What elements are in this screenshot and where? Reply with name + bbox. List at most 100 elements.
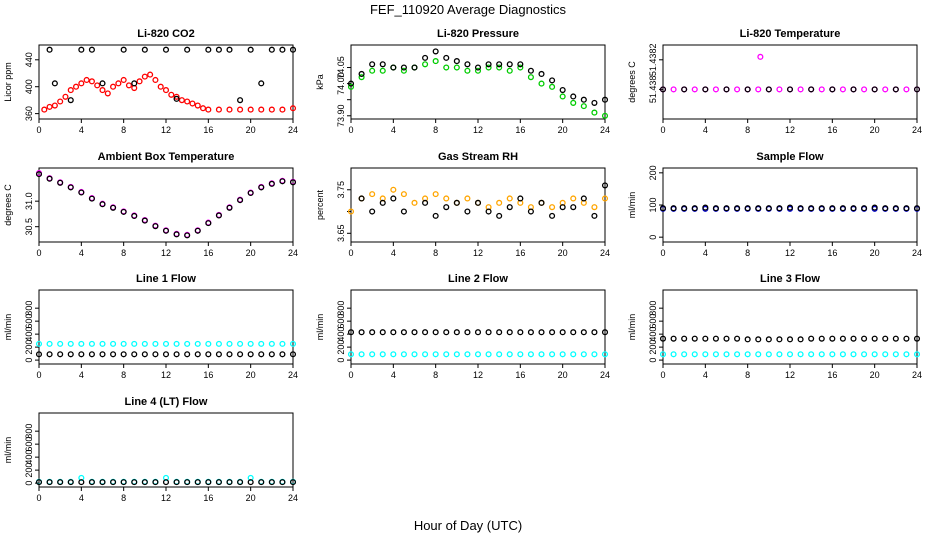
y-tick-label: 74.00 bbox=[336, 72, 346, 95]
series-1 bbox=[347, 351, 609, 358]
data-point bbox=[712, 205, 719, 212]
data-point bbox=[786, 336, 794, 343]
data-point bbox=[141, 351, 148, 358]
y-axis-label: ml/min bbox=[315, 314, 325, 341]
data-point bbox=[538, 329, 545, 336]
data-point bbox=[162, 340, 170, 347]
data-point bbox=[205, 46, 212, 53]
data-point bbox=[152, 340, 159, 347]
panel-1: Li-820 CO2 0 4 8 12 16 20 24 360 400 440 Licor ppm bbox=[3, 28, 298, 135]
data-point bbox=[882, 335, 889, 342]
data-point bbox=[400, 351, 407, 358]
x-tick-label: 20 bbox=[558, 125, 568, 135]
data-point bbox=[379, 351, 386, 358]
data-point bbox=[184, 340, 191, 347]
data-point bbox=[173, 340, 180, 347]
data-point bbox=[797, 336, 804, 343]
data-point bbox=[194, 351, 201, 358]
data-point bbox=[453, 64, 460, 71]
data-point bbox=[432, 212, 439, 219]
data-point bbox=[120, 340, 127, 347]
y-tick-label: 600 bbox=[24, 314, 34, 329]
data-point bbox=[892, 205, 899, 212]
x-tick-label: 0 bbox=[348, 248, 353, 258]
x-tick-label: 8 bbox=[121, 493, 126, 503]
y-axis-label: percent bbox=[315, 189, 325, 220]
data-point bbox=[226, 340, 233, 347]
data-point bbox=[46, 175, 53, 182]
data-point bbox=[215, 479, 222, 486]
data-point bbox=[549, 351, 556, 358]
data-point bbox=[517, 61, 524, 68]
data-point bbox=[453, 351, 460, 358]
panel-title: Gas Stream RH bbox=[438, 151, 518, 163]
data-point bbox=[400, 208, 407, 215]
data-point bbox=[268, 46, 275, 53]
data-point bbox=[517, 64, 524, 71]
data-point bbox=[247, 340, 254, 347]
data-point bbox=[162, 351, 170, 358]
data-point bbox=[173, 231, 180, 238]
data-point bbox=[903, 351, 910, 358]
data-point bbox=[99, 80, 106, 87]
series-2 bbox=[659, 204, 921, 212]
data-point bbox=[57, 98, 64, 105]
panel-6: Sample Flow 0 4 8 12 16 20 24 0 100 200 ml/min bbox=[627, 151, 922, 258]
data-point bbox=[347, 351, 355, 358]
data-point bbox=[913, 335, 921, 342]
data-point bbox=[839, 335, 846, 342]
data-point bbox=[559, 351, 566, 358]
data-point bbox=[41, 106, 48, 113]
data-point bbox=[808, 86, 815, 93]
data-point bbox=[443, 329, 450, 336]
data-point bbox=[157, 83, 164, 90]
data-point bbox=[882, 86, 889, 93]
series-1 bbox=[35, 170, 297, 238]
series-2 bbox=[659, 335, 921, 343]
y-tick-label: 600 bbox=[648, 314, 658, 329]
data-point bbox=[110, 83, 117, 90]
x-tick-label: 20 bbox=[870, 370, 880, 380]
data-point bbox=[818, 205, 825, 212]
data-point bbox=[474, 329, 482, 336]
data-point bbox=[268, 351, 275, 358]
data-point bbox=[570, 195, 577, 202]
data-point bbox=[765, 205, 772, 212]
data-point bbox=[279, 106, 286, 113]
x-tick-label: 4 bbox=[703, 370, 708, 380]
data-point bbox=[194, 102, 201, 109]
data-point bbox=[131, 479, 138, 486]
data-point bbox=[786, 351, 794, 358]
x-tick-label: 12 bbox=[785, 248, 795, 258]
data-point bbox=[871, 204, 878, 211]
x-tick-label: 12 bbox=[161, 125, 171, 135]
data-point bbox=[496, 329, 503, 336]
data-point bbox=[474, 67, 482, 74]
data-point bbox=[390, 64, 397, 71]
data-point bbox=[289, 46, 297, 53]
data-point bbox=[723, 205, 730, 212]
data-point bbox=[289, 340, 297, 347]
data-point bbox=[839, 351, 846, 358]
data-point bbox=[591, 212, 598, 219]
data-point bbox=[786, 204, 794, 211]
x-tick-label: 12 bbox=[473, 248, 483, 258]
data-point bbox=[88, 351, 95, 358]
panel-title: Ambient Box Temperature bbox=[98, 151, 235, 163]
data-point bbox=[681, 335, 688, 342]
series-2 bbox=[347, 329, 609, 336]
data-point bbox=[601, 182, 609, 189]
data-point bbox=[464, 351, 471, 358]
y-tick-label: 51.438 bbox=[648, 76, 658, 104]
data-point bbox=[99, 340, 106, 347]
x-tick-label: 0 bbox=[36, 370, 41, 380]
data-point bbox=[670, 205, 677, 212]
data-point bbox=[474, 351, 482, 358]
data-point bbox=[226, 106, 233, 113]
data-point bbox=[194, 479, 201, 486]
data-point bbox=[99, 87, 106, 94]
panel-title: Line 1 Flow bbox=[136, 273, 196, 285]
data-point bbox=[538, 351, 545, 358]
data-point bbox=[570, 93, 577, 100]
